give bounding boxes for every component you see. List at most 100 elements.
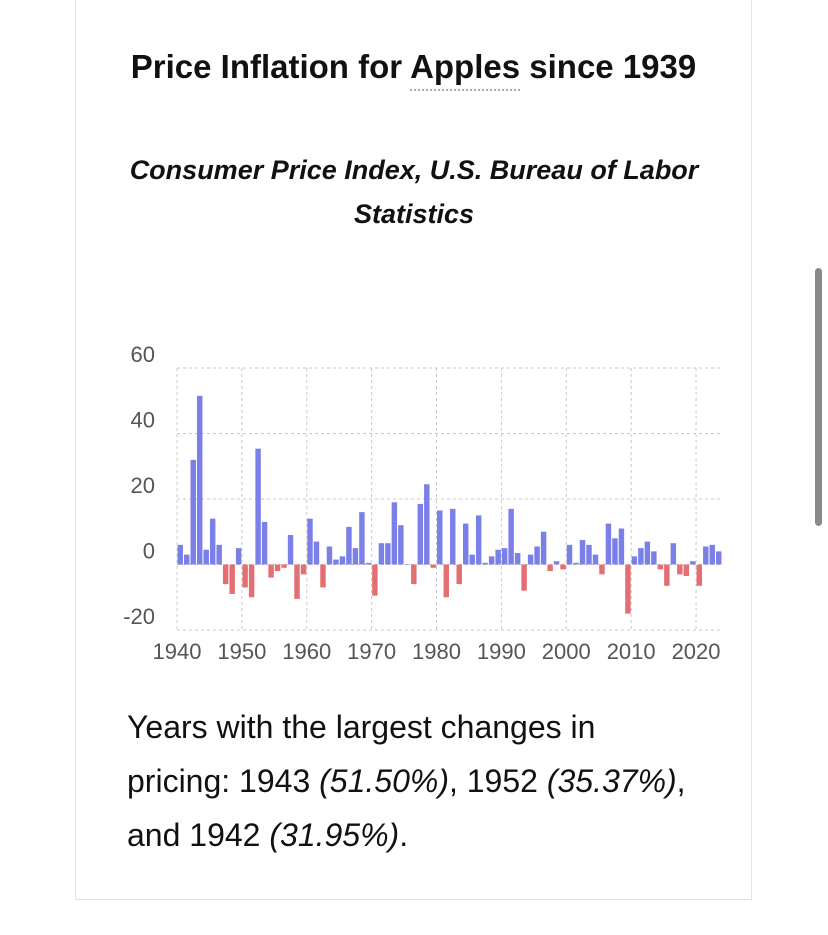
chart-title: Consumer Price Index, U.S. Bureau of Lab… xyxy=(129,155,699,229)
bar xyxy=(469,554,475,565)
bar xyxy=(553,561,560,565)
bar xyxy=(385,543,391,565)
bar xyxy=(222,564,229,585)
summary-text: , 1952 xyxy=(448,763,547,799)
bar xyxy=(573,562,579,565)
bar xyxy=(391,502,398,565)
bar xyxy=(560,564,566,570)
bar xyxy=(430,564,437,568)
bar xyxy=(209,518,216,565)
bar xyxy=(424,484,430,565)
bar xyxy=(508,508,514,565)
x-tick-label: 1970 xyxy=(347,639,396,664)
bar xyxy=(625,564,631,614)
bar xyxy=(521,564,527,591)
x-tick-label: 2010 xyxy=(607,639,656,664)
bar xyxy=(359,512,365,565)
bar xyxy=(184,554,190,565)
x-tick-label: 1940 xyxy=(153,639,202,664)
x-tick-label: 1990 xyxy=(477,639,526,664)
scrollbar[interactable] xyxy=(815,268,822,526)
bar xyxy=(365,562,372,565)
bar xyxy=(566,544,573,565)
bar xyxy=(242,564,248,588)
bar xyxy=(514,553,521,565)
bar xyxy=(398,525,404,565)
y-tick-label: 40 xyxy=(131,407,155,432)
bar xyxy=(339,556,346,565)
bar xyxy=(534,546,540,565)
bar xyxy=(638,548,644,565)
bar xyxy=(326,546,333,565)
bar xyxy=(475,515,482,565)
bar xyxy=(599,564,605,575)
bar xyxy=(677,564,683,575)
bar xyxy=(696,564,703,586)
summary-text: Years with the largest changes in pricin… xyxy=(127,709,596,799)
bar xyxy=(196,395,203,565)
summary-value: (35.37%) xyxy=(546,763,677,799)
bar xyxy=(450,508,456,565)
y-tick-label: -20 xyxy=(123,604,155,629)
bar xyxy=(579,539,586,565)
y-tick-label: 60 xyxy=(131,342,155,367)
x-tick-label: 1980 xyxy=(412,639,461,664)
bar xyxy=(501,548,508,565)
y-tick-label: 20 xyxy=(131,473,155,498)
bar xyxy=(235,548,242,565)
bar xyxy=(294,564,300,599)
bar xyxy=(651,551,657,565)
bar xyxy=(495,549,501,565)
x-tick-label: 2020 xyxy=(672,639,721,664)
bar xyxy=(307,518,313,565)
bar xyxy=(190,459,196,565)
bar xyxy=(618,528,625,565)
bar xyxy=(417,503,424,565)
bar xyxy=(320,564,326,588)
bar xyxy=(372,564,378,596)
bar xyxy=(488,556,495,565)
bar xyxy=(378,543,385,565)
bar xyxy=(177,544,183,565)
page-title: Price Inflation for Apples since 1939 xyxy=(75,48,752,91)
title-text: since 1939 xyxy=(520,48,697,85)
x-tick-label: 1960 xyxy=(282,639,331,664)
title-link: Apples xyxy=(410,48,521,91)
title-text: Price Inflation for xyxy=(130,48,411,85)
bar xyxy=(248,564,255,598)
bar xyxy=(456,564,462,585)
bar xyxy=(437,510,443,565)
bar xyxy=(631,556,638,565)
card xyxy=(75,0,752,900)
bar xyxy=(716,551,722,565)
bar xyxy=(605,523,612,565)
bar xyxy=(670,543,677,565)
bar xyxy=(287,535,294,565)
bar xyxy=(709,544,715,565)
bar xyxy=(586,544,592,565)
bar xyxy=(274,564,281,572)
bar xyxy=(527,554,534,565)
bar xyxy=(612,538,618,565)
bar xyxy=(229,564,235,594)
bar xyxy=(203,549,209,565)
bar xyxy=(261,521,268,565)
bar xyxy=(683,564,690,576)
bar xyxy=(690,561,696,565)
bar xyxy=(352,548,359,565)
bar xyxy=(411,564,417,585)
bar xyxy=(268,564,274,578)
bar xyxy=(540,531,547,565)
x-tick-label: 2000 xyxy=(542,639,591,664)
bar xyxy=(300,564,307,575)
bar xyxy=(547,564,553,572)
bar xyxy=(216,544,222,565)
bar xyxy=(462,523,469,565)
summary-value: (31.95%) xyxy=(269,817,400,853)
y-tick-label: 0 xyxy=(143,538,155,563)
bar xyxy=(313,541,320,565)
chart: -20 0 20 40 60 1940 1950 1960 1970 1980 1990 2000 20… xyxy=(123,342,722,664)
bar xyxy=(404,564,411,565)
summary-value: (51.50%) xyxy=(319,763,449,799)
